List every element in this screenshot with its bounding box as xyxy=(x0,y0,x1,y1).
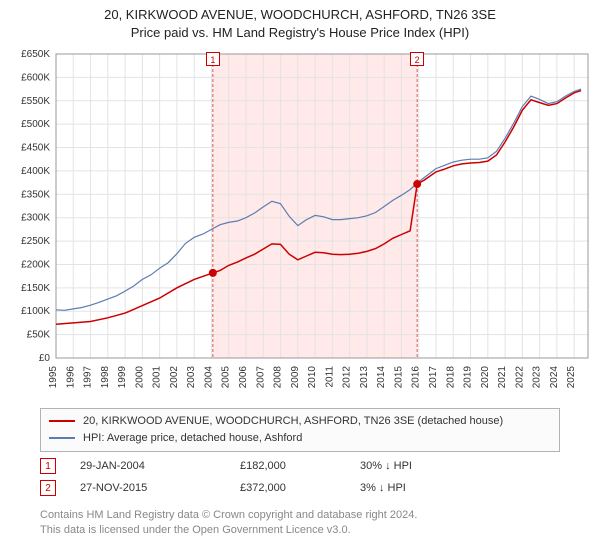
sale-price: £372,000 xyxy=(240,482,360,494)
svg-text:1999: 1999 xyxy=(117,366,128,389)
svg-text:2018: 2018 xyxy=(445,366,456,389)
svg-text:1997: 1997 xyxy=(83,366,94,389)
chart-marker-box: 1 xyxy=(206,52,220,66)
attribution-line1: Contains HM Land Registry data © Crown c… xyxy=(40,508,560,523)
sale-marker-box: 1 xyxy=(40,458,56,474)
sale-comparison: 3% ↓ HPI xyxy=(360,482,406,494)
legend-label-price-paid: 20, KIRKWOOD AVENUE, WOODCHURCH, ASHFORD… xyxy=(83,413,503,430)
chart-marker-box: 2 xyxy=(410,52,424,66)
svg-text:£100K: £100K xyxy=(21,306,50,317)
svg-text:2005: 2005 xyxy=(221,366,232,389)
svg-text:2022: 2022 xyxy=(514,366,525,389)
sale-marker-box: 2 xyxy=(40,480,56,496)
svg-text:2003: 2003 xyxy=(186,366,197,389)
svg-text:2016: 2016 xyxy=(411,366,422,389)
sale-date: 27-NOV-2015 xyxy=(80,482,240,494)
title-line1: 20, KIRKWOOD AVENUE, WOODCHURCH, ASHFORD… xyxy=(0,6,600,24)
svg-text:1996: 1996 xyxy=(65,366,76,389)
svg-text:2015: 2015 xyxy=(393,366,404,389)
svg-text:£300K: £300K xyxy=(21,213,50,224)
legend-swatch-hpi xyxy=(49,437,75,439)
svg-text:2021: 2021 xyxy=(497,366,508,389)
legend-item-price-paid: 20, KIRKWOOD AVENUE, WOODCHURCH, ASHFORD… xyxy=(49,413,551,430)
svg-text:2017: 2017 xyxy=(428,366,439,389)
sale-row: 2 27-NOV-2015 £372,000 3% ↓ HPI xyxy=(40,480,560,496)
svg-text:£150K: £150K xyxy=(21,283,50,294)
legend: 20, KIRKWOOD AVENUE, WOODCHURCH, ASHFORD… xyxy=(40,408,560,452)
svg-text:2025: 2025 xyxy=(566,366,577,389)
svg-text:2002: 2002 xyxy=(169,366,180,389)
svg-text:£0: £0 xyxy=(39,353,51,364)
svg-text:2023: 2023 xyxy=(532,366,543,389)
title-line2: Price paid vs. HM Land Registry's House … xyxy=(0,24,600,42)
svg-text:£350K: £350K xyxy=(21,189,50,200)
sale-comparison: 30% ↓ HPI xyxy=(360,460,412,472)
attribution-line2: This data is licensed under the Open Gov… xyxy=(40,523,560,538)
svg-text:2008: 2008 xyxy=(273,366,284,389)
svg-text:2014: 2014 xyxy=(376,366,387,389)
sales-table: 1 29-JAN-2004 £182,000 30% ↓ HPI 2 27-NO… xyxy=(40,458,560,502)
svg-text:£650K: £650K xyxy=(21,49,50,60)
svg-text:2019: 2019 xyxy=(463,366,474,389)
legend-swatch-price-paid xyxy=(49,420,75,422)
legend-item-hpi: HPI: Average price, detached house, Ashf… xyxy=(49,430,551,447)
svg-text:2007: 2007 xyxy=(255,366,266,389)
svg-text:1995: 1995 xyxy=(48,366,59,389)
sale-price: £182,000 xyxy=(240,460,360,472)
svg-text:2013: 2013 xyxy=(359,366,370,389)
svg-text:2006: 2006 xyxy=(238,366,249,389)
svg-text:2001: 2001 xyxy=(152,366,163,389)
svg-text:2012: 2012 xyxy=(342,366,353,389)
svg-text:£500K: £500K xyxy=(21,119,50,130)
svg-text:2024: 2024 xyxy=(549,366,560,389)
svg-text:£200K: £200K xyxy=(21,259,50,270)
svg-text:2010: 2010 xyxy=(307,366,318,389)
svg-text:2004: 2004 xyxy=(203,366,214,389)
svg-text:2009: 2009 xyxy=(290,366,301,389)
legend-label-hpi: HPI: Average price, detached house, Ashf… xyxy=(83,430,302,447)
svg-text:2020: 2020 xyxy=(480,366,491,389)
sale-row: 1 29-JAN-2004 £182,000 30% ↓ HPI xyxy=(40,458,560,474)
svg-text:1998: 1998 xyxy=(100,366,111,389)
chart-title: 20, KIRKWOOD AVENUE, WOODCHURCH, ASHFORD… xyxy=(0,0,600,41)
svg-text:2000: 2000 xyxy=(134,366,145,389)
svg-text:£400K: £400K xyxy=(21,166,50,177)
svg-text:£250K: £250K xyxy=(21,236,50,247)
attribution: Contains HM Land Registry data © Crown c… xyxy=(40,508,560,538)
svg-text:2011: 2011 xyxy=(324,366,335,388)
svg-text:£550K: £550K xyxy=(21,96,50,107)
chart: £0 £50K £100K £150K £200K £250K £300K £350K £400… xyxy=(8,48,592,398)
svg-text:£50K: £50K xyxy=(27,330,51,341)
sale-date: 29-JAN-2004 xyxy=(80,460,240,472)
svg-text:£600K: £600K xyxy=(21,72,50,83)
svg-text:£450K: £450K xyxy=(21,143,50,154)
